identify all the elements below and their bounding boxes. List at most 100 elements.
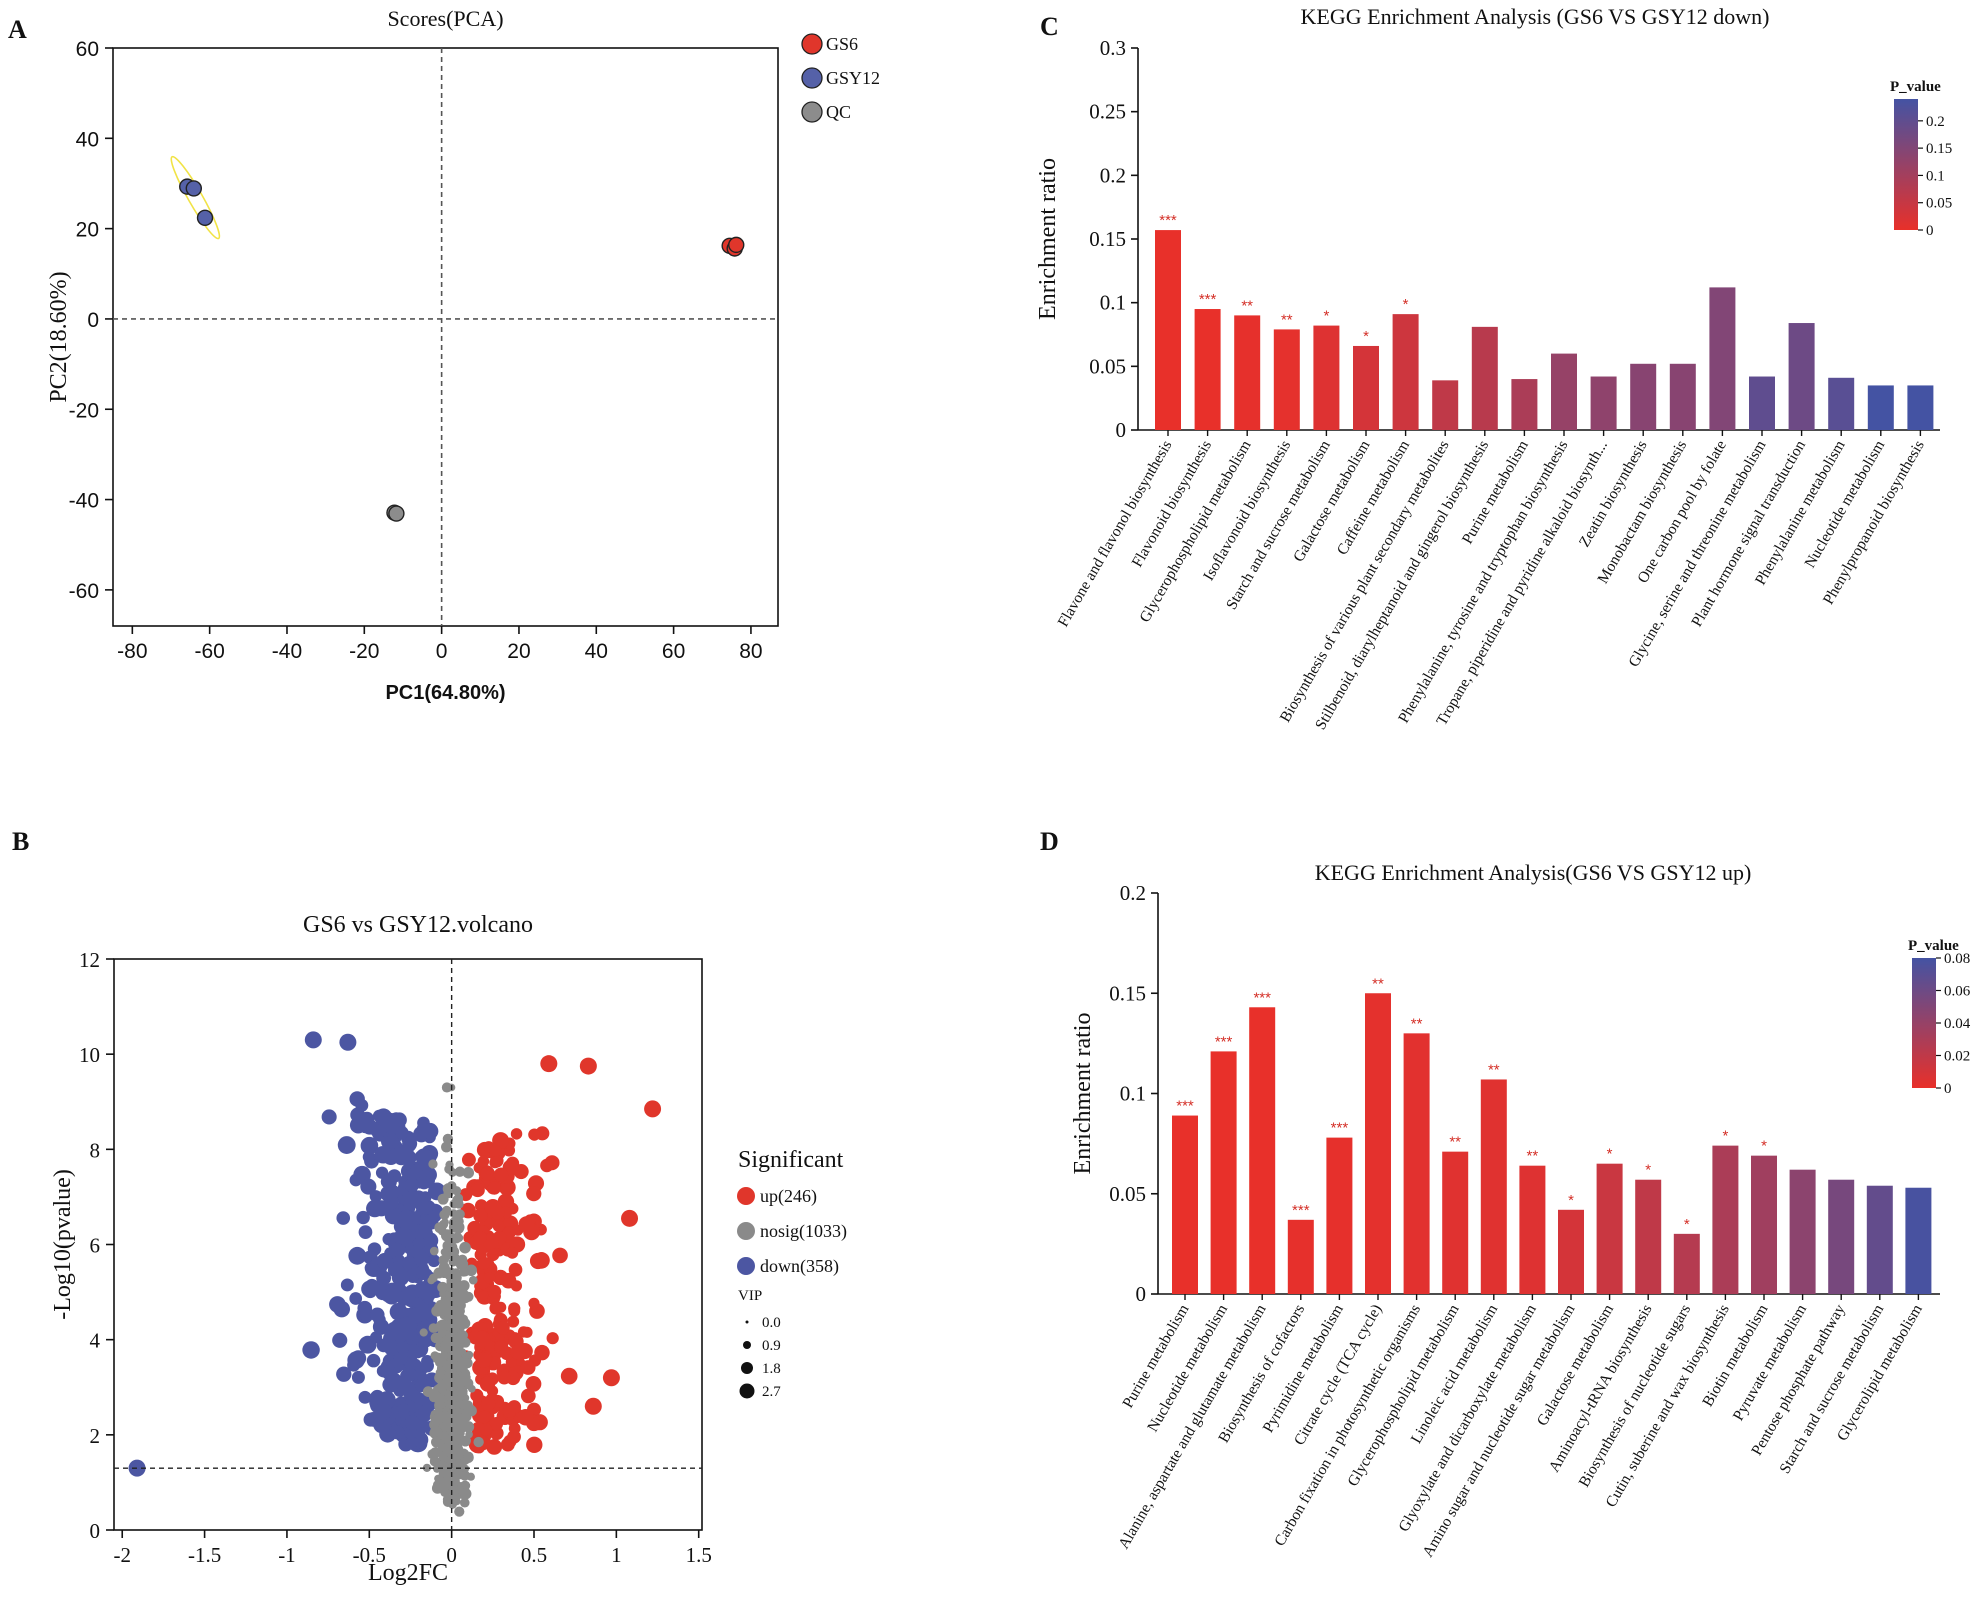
volcano-point-down	[359, 1307, 374, 1322]
volcano-point-up	[497, 1370, 512, 1385]
volcano-point-down	[358, 1225, 373, 1240]
kegg-up-bar	[1905, 1187, 1932, 1294]
pca-legend-marker-gs6	[801, 33, 823, 55]
volcano-point-down	[357, 1116, 375, 1134]
volcano-point-up	[520, 1360, 536, 1375]
volcano-point-nosig	[473, 1436, 484, 1448]
volcano-point-up	[475, 1352, 492, 1368]
volcano-point-up	[517, 1326, 530, 1338]
kegg-up-y-tick-label: 0.15	[1109, 981, 1146, 1005]
kegg-up-y-tick-label: 0.2	[1120, 881, 1146, 905]
volcano-x-tick-label: -0.5	[353, 1543, 386, 1567]
volcano-point-down	[383, 1287, 400, 1305]
volcano-point-up	[489, 1301, 503, 1315]
volcano-size-legend-marker	[739, 1383, 755, 1399]
volcano-point-down	[360, 1178, 377, 1195]
volcano-point-up	[510, 1128, 523, 1140]
volcano-point-up	[470, 1182, 485, 1198]
kegg-up-bar	[1480, 1079, 1507, 1294]
pca-x-axis-label: PC1(64.80%)	[385, 682, 505, 704]
volcano-point-down	[384, 1206, 403, 1225]
volcano-point-up	[546, 1332, 559, 1345]
volcano-x-tick-label: 0	[446, 1543, 457, 1567]
volcano-point-up	[552, 1247, 568, 1264]
volcano-point-up	[526, 1186, 542, 1202]
volcano-point-down	[401, 1256, 417, 1271]
volcano-point-down	[414, 1252, 429, 1267]
pca-y-tick-label: 20	[76, 219, 99, 242]
kegg-down-bar	[1353, 345, 1379, 430]
volcano-point-nosig	[467, 1384, 476, 1393]
pca-x-tick-label: -60	[194, 640, 224, 663]
kegg-up-bar	[1635, 1179, 1662, 1294]
kegg-down-bar	[1828, 377, 1855, 430]
kegg-up-significance-label: *	[1607, 1146, 1613, 1163]
volcano-point-up	[540, 1055, 558, 1073]
volcano-point-down	[405, 1344, 421, 1359]
panel-letter-a: A	[8, 15, 27, 44]
kegg-down-bar	[1432, 380, 1459, 430]
kegg-down-bar	[1155, 230, 1181, 430]
volcano-point-down	[421, 1122, 439, 1140]
volcano-point-down	[376, 1270, 392, 1286]
kegg-up-colorbar-tick-label: 0.06	[1944, 984, 1971, 1000]
kegg-up-y-tick-label: 0.1	[1120, 1082, 1146, 1106]
volcano-y-tick-label: 8	[90, 1138, 101, 1162]
volcano-point-up	[471, 1421, 486, 1436]
kegg-down-significance-label: **	[1281, 311, 1293, 328]
volcano-point-nosig	[440, 1248, 449, 1256]
volcano-point-down	[396, 1341, 410, 1355]
kegg-down-y-axis-label: Enrichment ratio	[1035, 158, 1061, 320]
pca-y-tick-label: -20	[69, 399, 99, 422]
volcano-x-tick-label: -2	[113, 1543, 131, 1567]
volcano-point-nosig	[440, 1443, 450, 1453]
volcano-point-up	[479, 1376, 496, 1392]
pca-x-tick-label: 60	[662, 640, 685, 663]
kegg-up-significance-label: ***	[1215, 1033, 1233, 1050]
pca-x-tick-label: -20	[349, 640, 379, 663]
pca-x-tick-label: 20	[507, 640, 530, 663]
volcano-legend-title: Significant	[738, 1147, 844, 1173]
volcano-legend-label: nosig(1033)	[760, 1221, 847, 1242]
kegg-up-bar	[1442, 1151, 1469, 1294]
kegg-up-bar	[1751, 1155, 1777, 1294]
volcano-point-nosig	[465, 1350, 474, 1359]
volcano-point-down	[347, 1358, 361, 1372]
pca-point-gsy12	[196, 209, 214, 226]
volcano-point-down	[415, 1265, 431, 1280]
volcano-size-legend-label: 0.9	[762, 1338, 781, 1354]
volcano-point-up	[473, 1208, 488, 1223]
volcano-point-down	[348, 1246, 367, 1265]
volcano-size-legend-marker	[741, 1362, 753, 1374]
volcano-x-tick-label: 1.5	[686, 1543, 712, 1567]
volcano-point-nosig	[419, 1328, 428, 1337]
volcano-point-nosig	[422, 1386, 434, 1397]
volcano-point-nosig	[433, 1267, 445, 1279]
volcano-point-up	[480, 1396, 496, 1412]
volcano-point-nosig	[432, 1413, 444, 1425]
kegg-down-y-tick-label: 0.3	[1100, 36, 1126, 60]
volcano-point-nosig	[459, 1470, 471, 1481]
volcano-point-nosig	[429, 1246, 439, 1256]
kegg-down-bar	[1669, 363, 1696, 430]
volcano-point-up	[506, 1247, 519, 1259]
volcano-point-nosig	[450, 1271, 462, 1283]
kegg-up-bar	[1673, 1233, 1700, 1294]
kegg-down-colorbar	[1894, 99, 1918, 230]
kegg-up-y-axis-label: Enrichment ratio	[1070, 1013, 1096, 1175]
pca-legend-label-gs6: GS6	[826, 34, 858, 54]
volcano-point-up	[496, 1320, 510, 1335]
volcano-point-up	[477, 1155, 490, 1168]
volcano-point-nosig	[459, 1241, 471, 1254]
pca-legend-marker-gsy12	[801, 67, 823, 89]
kegg-up-colorbar-tick-label: 0.02	[1944, 1049, 1970, 1065]
kegg-up-significance-label: ***	[1176, 1098, 1194, 1115]
volcano-legend-marker	[737, 1187, 755, 1205]
volcano-point-down	[404, 1177, 420, 1193]
volcano-point-down	[372, 1318, 390, 1335]
pca-title: Scores(PCA)	[387, 6, 503, 31]
kegg-up-significance-label: *	[1684, 1216, 1690, 1233]
volcano-x-tick-label: -1	[278, 1543, 296, 1567]
volcano-point-up	[533, 1252, 550, 1269]
kegg-up-colorbar-tick-label: 0.08	[1944, 951, 1970, 967]
